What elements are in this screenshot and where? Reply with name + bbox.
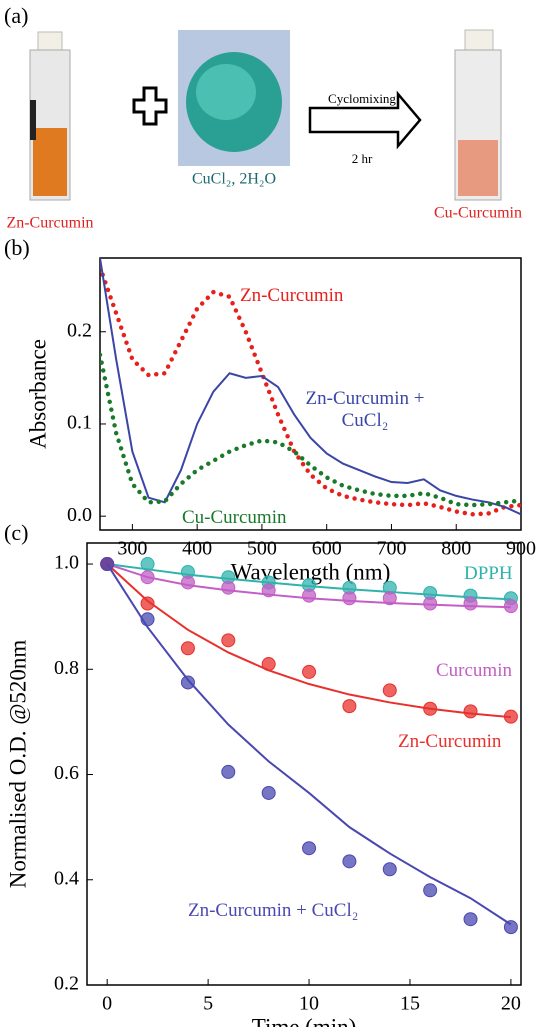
x-tick-label: 5 xyxy=(203,993,213,1015)
series-line xyxy=(100,352,521,508)
left-label: Zn-Curcumin xyxy=(6,215,93,232)
series-line xyxy=(100,258,521,516)
series-label: Zn-Curcumin xyxy=(398,731,502,752)
panel-label: (a) xyxy=(4,3,28,28)
point xyxy=(382,591,397,606)
x-tick-label: 15 xyxy=(400,993,420,1015)
point xyxy=(382,683,397,698)
point xyxy=(423,596,438,611)
point xyxy=(463,704,478,719)
point xyxy=(180,575,195,590)
y-tick-label: 0.1 xyxy=(67,412,92,434)
point xyxy=(463,596,478,611)
y-tick-label: 0.2 xyxy=(54,973,79,995)
point xyxy=(221,764,236,779)
point xyxy=(140,557,155,572)
right-label: Cu-Curcumin xyxy=(434,205,522,222)
x-tick-label: 300 xyxy=(117,538,147,560)
point xyxy=(302,588,317,603)
y-tick-label: 1.0 xyxy=(54,552,79,574)
x-tick-label: 0 xyxy=(102,993,112,1015)
y-tick-label: 0.2 xyxy=(67,319,92,341)
point xyxy=(503,599,518,614)
point xyxy=(342,591,357,606)
plus-sign xyxy=(132,86,168,126)
x-tick-label: 600 xyxy=(312,538,342,560)
point xyxy=(261,657,276,672)
point xyxy=(382,862,397,877)
panel-label: (b) xyxy=(4,235,30,260)
point xyxy=(140,612,155,627)
series-label: Zn-Curcumin + CuCl₂ xyxy=(188,900,359,921)
x-tick-label: 700 xyxy=(376,538,406,560)
x-axis-label: Time (min) xyxy=(252,1014,357,1027)
series-label: Curcumin xyxy=(436,660,512,681)
y-tick-label: 0.8 xyxy=(54,657,79,679)
y-axis-label: Normalised O.D. @520nm xyxy=(5,640,30,889)
point xyxy=(140,596,155,611)
y-axis-label: Absorbance xyxy=(25,339,50,449)
point xyxy=(221,633,236,648)
cuvette-left xyxy=(29,31,71,201)
plot-frame xyxy=(86,542,522,986)
cuvette-right xyxy=(454,29,502,201)
point xyxy=(261,583,276,598)
y-tick-label: 0.6 xyxy=(54,762,79,784)
y-tick-label: 0.4 xyxy=(54,867,79,889)
fit-line xyxy=(106,563,511,719)
arrow-bottom-label: 2 hr xyxy=(352,151,373,166)
point xyxy=(302,664,317,679)
x-tick-label: 20 xyxy=(501,993,521,1015)
point xyxy=(302,841,317,856)
point xyxy=(503,709,518,724)
series-label: Zn-Curcumin + CuCl₂ xyxy=(305,388,425,431)
point xyxy=(342,699,357,714)
arrow xyxy=(308,90,422,150)
point xyxy=(180,641,195,656)
point xyxy=(221,580,236,595)
series-label: Zn-Curcumin xyxy=(240,285,344,306)
point xyxy=(503,920,518,935)
series-line xyxy=(100,264,521,517)
point xyxy=(261,785,276,800)
powder xyxy=(178,30,290,166)
point xyxy=(423,701,438,716)
x-tick-label: 500 xyxy=(247,538,277,560)
point xyxy=(423,883,438,898)
series-label: DPPH xyxy=(464,563,513,584)
plot-frame xyxy=(99,257,522,531)
x-tick-label: 10 xyxy=(299,993,319,1015)
reagent-label: CuCl₂, 2H₂O xyxy=(192,171,276,188)
point xyxy=(140,570,155,585)
panel-label: (c) xyxy=(4,520,28,545)
series-label: Cu-Curcumin xyxy=(182,507,287,528)
x-tick-label: 400 xyxy=(182,538,212,560)
point xyxy=(100,557,115,572)
y-tick-label: 0.0 xyxy=(67,504,92,526)
point xyxy=(463,912,478,927)
fit-line xyxy=(106,563,512,926)
arrow-top-label: Cyclomixing xyxy=(328,91,396,106)
point xyxy=(180,675,195,690)
x-tick-label: 800 xyxy=(441,538,471,560)
point xyxy=(342,854,357,869)
